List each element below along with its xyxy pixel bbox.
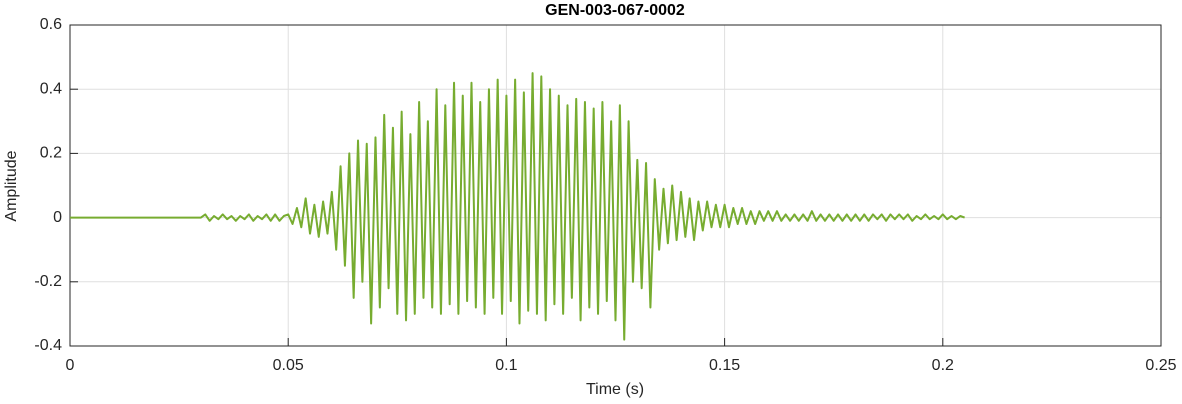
- y-tick-label: 0.2: [40, 145, 62, 162]
- plot-frame: [69, 24, 1162, 347]
- y-tick-label: -0.4: [34, 337, 62, 354]
- x-tick-label: 0.25: [1145, 357, 1176, 374]
- y-tick-label: 0.6: [40, 16, 62, 33]
- x-tick-label: 0.1: [495, 357, 517, 374]
- y-tick-label: -0.2: [34, 273, 62, 290]
- waveform-line: [70, 72, 965, 341]
- x-tick-label: 0.2: [932, 357, 954, 374]
- x-tick-label: 0: [66, 357, 75, 374]
- chart-title: GEN-003-067-0002: [545, 2, 685, 19]
- x-tick-label: 0.05: [273, 357, 304, 374]
- y-tick-label: 0: [53, 209, 62, 226]
- y-tick-label: 0.4: [40, 80, 62, 97]
- x-axis-label: Time (s): [586, 381, 644, 398]
- x-tick-label: 0.15: [709, 357, 740, 374]
- y-axis-label: Amplitude: [3, 150, 20, 221]
